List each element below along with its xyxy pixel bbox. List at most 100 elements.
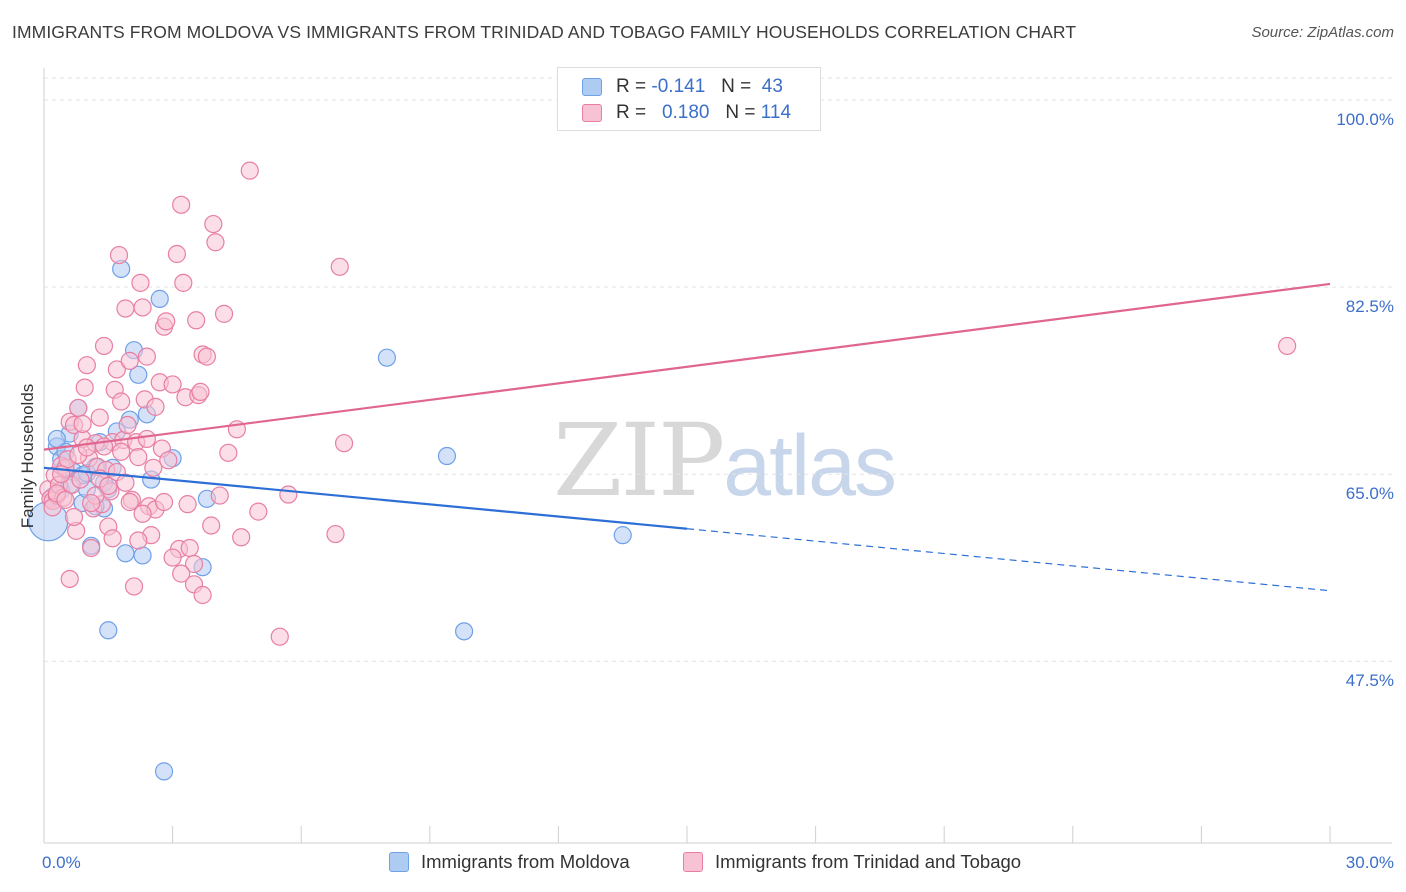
data-point-trinidad <box>94 336 114 356</box>
data-point-trinidad <box>197 347 216 366</box>
data-point-moldova <box>613 526 632 545</box>
data-point-trinidad <box>75 378 94 397</box>
x-tick-label: 0.0% <box>42 853 81 872</box>
bottom-legend-moldova: Immigrants from Moldova <box>389 851 630 873</box>
chart-title: IMMIGRANTS FROM MOLDOVA VS IMMIGRANTS FR… <box>12 22 1077 42</box>
data-point-trinidad <box>204 214 223 234</box>
data-point-trinidad <box>334 434 354 453</box>
data-point-trinidad <box>157 312 176 331</box>
data-point-trinidad <box>116 299 135 318</box>
data-point-trinidad <box>1278 336 1297 356</box>
data-point-trinidad <box>178 495 197 514</box>
bottom-legend-label-trinidad: Immigrants from Trinidad and Tobago <box>715 851 1022 872</box>
legend-swatch-moldova <box>582 78 602 96</box>
data-point-moldova <box>116 544 135 563</box>
x-tick-label: 30.0% <box>1345 853 1394 872</box>
data-point-trinidad <box>103 529 122 548</box>
data-point-trinidad <box>206 233 225 252</box>
legend-r-label: R = <box>616 76 647 97</box>
data-point-trinidad <box>77 438 96 457</box>
data-point-trinidad <box>146 397 165 416</box>
legend-row-trinidad: R = 0.180 N = 114 <box>582 100 791 126</box>
legend-n-label: N = <box>725 102 756 123</box>
data-point-trinidad <box>163 375 182 394</box>
data-point-trinidad <box>270 627 289 646</box>
data-point-trinidad <box>120 351 139 370</box>
data-point-moldova <box>47 429 66 449</box>
y-tick-label: 82.5% <box>1345 297 1394 317</box>
data-point-trinidad <box>109 245 129 265</box>
data-point-moldova <box>454 622 474 641</box>
data-point-moldova <box>99 621 118 640</box>
data-point-trinidad <box>82 493 101 513</box>
data-point-trinidad <box>187 311 206 330</box>
data-point-trinidad <box>172 564 191 583</box>
trend-lines <box>43 282 1331 592</box>
data-point-trinidad <box>116 473 135 492</box>
legend-swatch-trinidad <box>582 104 602 122</box>
y-tick-label: 65.0% <box>1345 484 1394 504</box>
data-point-trinidad <box>191 382 210 401</box>
data-points <box>28 161 1297 781</box>
legend-r-value: -0.141 <box>651 76 706 97</box>
data-point-trinidad <box>120 492 139 512</box>
data-point-trinidad <box>249 502 268 521</box>
data-point-trinidad <box>210 486 229 505</box>
data-point-trinidad <box>99 476 118 496</box>
data-point-trinidad <box>133 298 152 317</box>
data-point-trinidad <box>180 538 199 558</box>
stats-legend: R = -0.141 N = 43 R = 0.180 N = 114 <box>557 67 821 131</box>
data-point-trinidad <box>154 492 174 512</box>
data-point-trinidad <box>159 451 178 470</box>
data-point-trinidad <box>202 516 221 535</box>
watermark-zip: ZIP <box>553 402 725 519</box>
legend-r-label: R = <box>616 102 647 123</box>
data-point-trinidad <box>193 585 212 605</box>
y-tick-label: 100.0% <box>1336 110 1394 130</box>
data-point-moldova <box>437 446 457 466</box>
data-point-trinidad <box>90 408 109 427</box>
data-point-trinidad <box>112 442 131 461</box>
data-point-trinidad <box>214 304 234 323</box>
legend-n-label: N = <box>721 76 752 97</box>
data-point-trinidad <box>129 448 148 467</box>
watermark-atlas: atlas <box>723 418 897 514</box>
data-point-trinidad <box>64 507 84 527</box>
bottom-legend-trinidad: Immigrants from Trinidad and Tobago <box>683 851 1021 873</box>
data-point-trinidad <box>144 458 163 477</box>
legend-r-value: 0.180 <box>661 102 710 123</box>
bottom-legend-label-moldova: Immigrants from Moldova <box>421 851 630 872</box>
data-point-trinidad <box>184 554 204 574</box>
data-point-trinidad <box>219 443 238 462</box>
axes <box>43 68 1392 844</box>
legend-n-value: 114 <box>760 102 792 123</box>
legend-row-moldova: R = -0.141 N = 43 <box>582 74 783 100</box>
data-point-trinidad <box>77 356 96 375</box>
data-point-trinidad <box>279 485 298 504</box>
data-point-trinidad <box>326 524 345 544</box>
data-point-trinidad <box>56 490 75 509</box>
trend-line-moldova-extension <box>686 528 1331 592</box>
y-tick-label: 47.5% <box>1345 671 1394 691</box>
data-point-trinidad <box>73 414 92 434</box>
data-point-moldova <box>154 762 174 781</box>
data-point-trinidad <box>131 273 150 292</box>
data-point-trinidad <box>129 531 148 550</box>
data-point-trinidad <box>71 470 90 489</box>
data-point-trinidad <box>82 538 101 558</box>
data-point-moldova <box>377 348 397 367</box>
data-point-trinidad <box>172 195 191 214</box>
data-point-trinidad <box>60 569 79 589</box>
data-point-trinidad <box>240 161 259 180</box>
y-axis-label: Family Households <box>18 383 37 529</box>
bottom-legend-swatch-moldova <box>389 852 409 872</box>
data-point-trinidad <box>330 257 349 276</box>
bottom-legend-swatch-trinidad <box>683 852 703 872</box>
data-point-trinidad <box>163 548 182 567</box>
data-point-moldova <box>150 289 169 308</box>
data-point-trinidad <box>174 273 193 292</box>
legend-n-value: 43 <box>761 76 783 97</box>
data-point-trinidad <box>107 360 126 379</box>
data-point-moldova <box>129 365 148 384</box>
